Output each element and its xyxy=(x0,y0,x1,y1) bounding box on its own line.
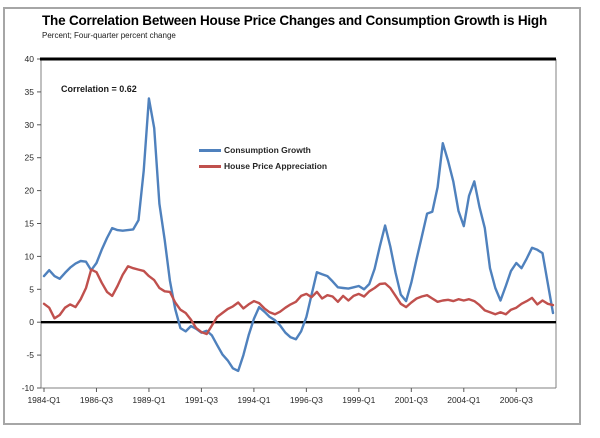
y-tick-label: 20 xyxy=(25,186,35,196)
correlation-annotation: Correlation = 0.62 xyxy=(61,84,137,94)
x-tick-label: 2006-Q3 xyxy=(500,395,533,405)
x-tick-label: 1991-Q3 xyxy=(185,395,218,405)
chart-legend: Consumption Growth House Price Appreciat… xyxy=(199,143,327,173)
x-tick-label: 2004-Q1 xyxy=(447,395,480,405)
y-tick-label: 30 xyxy=(25,120,35,130)
y-tick-label: 10 xyxy=(25,251,35,261)
chart-title: The Correlation Between House Price Chan… xyxy=(42,13,548,28)
x-tick-label: 1984-Q1 xyxy=(27,395,60,405)
y-tick-label: 0 xyxy=(29,317,34,327)
consumption-growth-line xyxy=(42,97,555,373)
x-tick-label: 2001-Q3 xyxy=(395,395,428,405)
y-tick-label: -10 xyxy=(22,383,35,393)
legend-item-house-price-appreciation: House Price Appreciation xyxy=(199,159,327,173)
legend-label: House Price Appreciation xyxy=(224,161,328,171)
consumption-growth-swatch xyxy=(199,148,221,152)
y-tick-label: 15 xyxy=(25,219,35,229)
x-tick-label: 1996-Q3 xyxy=(290,395,323,405)
house-price-appreciation-line xyxy=(42,265,555,336)
chart-subtitle: Percent; Four-quarter percent change xyxy=(42,31,176,40)
chart-frame xyxy=(3,7,581,425)
x-tick-label: 1989-Q1 xyxy=(132,395,165,405)
y-tick-label: 35 xyxy=(25,87,35,97)
y-tick-label: 5 xyxy=(29,284,34,294)
x-tick-label: 1986-Q3 xyxy=(80,395,113,405)
y-tick-label: 40 xyxy=(25,54,35,64)
y-tick-label: -5 xyxy=(26,350,34,360)
x-tick-label: 1999-Q1 xyxy=(342,395,375,405)
house-price-appreciation-swatch xyxy=(199,164,221,168)
x-tick-label: 1994-Q1 xyxy=(237,395,270,405)
legend-label: Consumption Growth xyxy=(224,145,311,155)
y-tick-label: 25 xyxy=(25,153,35,163)
legend-item-consumption-growth: Consumption Growth xyxy=(199,143,327,157)
